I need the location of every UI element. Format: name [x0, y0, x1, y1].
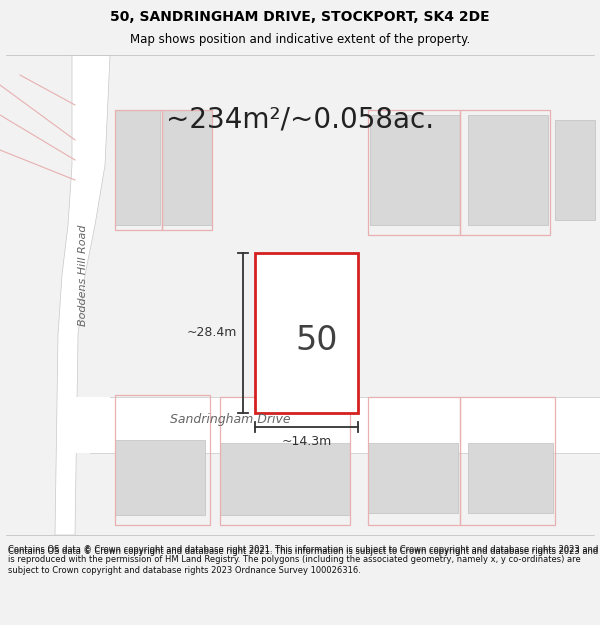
Text: Boddens Hill Road: Boddens Hill Road: [78, 224, 88, 326]
Bar: [115, 440, 205, 515]
Polygon shape: [55, 55, 110, 535]
Bar: [368, 443, 458, 513]
Bar: [72, 397, 110, 453]
Bar: [555, 120, 595, 220]
Bar: [115, 110, 160, 225]
Text: Contains OS data © Crown copyright and database right 2021. This information is : Contains OS data © Crown copyright and d…: [8, 545, 598, 575]
Text: Contains OS data © Crown copyright and database right 2021. This information is : Contains OS data © Crown copyright and d…: [8, 547, 600, 556]
Text: 50, SANDRINGHAM DRIVE, STOCKPORT, SK4 2DE: 50, SANDRINGHAM DRIVE, STOCKPORT, SK4 2D…: [110, 10, 490, 24]
Polygon shape: [90, 397, 600, 453]
Text: ~14.3m: ~14.3m: [281, 435, 332, 448]
Text: Map shows position and indicative extent of the property.: Map shows position and indicative extent…: [130, 32, 470, 46]
Text: ~234m²/~0.058ac.: ~234m²/~0.058ac.: [166, 106, 434, 134]
Text: ~28.4m: ~28.4m: [187, 326, 237, 339]
Bar: [255, 253, 358, 413]
Text: 50: 50: [296, 324, 338, 357]
Text: Sandringham Drive: Sandringham Drive: [170, 414, 290, 426]
Bar: [220, 443, 350, 515]
Bar: [468, 115, 548, 225]
Bar: [162, 110, 212, 225]
Bar: [370, 115, 460, 225]
Bar: [468, 443, 553, 513]
